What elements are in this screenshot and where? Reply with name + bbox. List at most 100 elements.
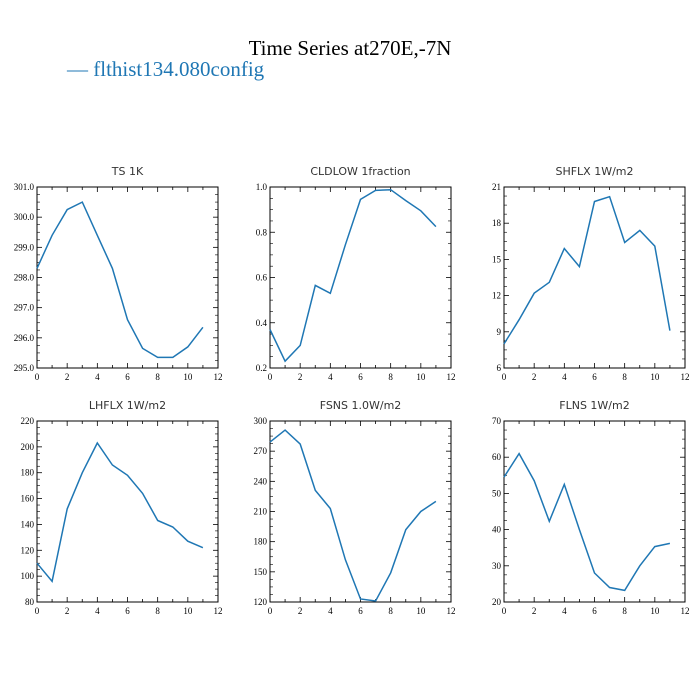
series-line xyxy=(503,452,671,592)
x-tick-label: 4 xyxy=(328,372,333,382)
y-tick-label: 300 xyxy=(254,416,268,426)
panel-title: CLDLOW 1fraction xyxy=(310,165,410,178)
x-tick-label: 12 xyxy=(447,372,456,382)
panel-cldlow: CLDLOW 1fraction 0 2 4 6 8 10 12 0.2 0.4 0.6 0.8 1.0 xyxy=(256,165,456,382)
y-tick-label: 301.0 xyxy=(14,182,35,192)
y-tick-label: 240 xyxy=(254,476,268,486)
x-tick-label: 0 xyxy=(268,606,273,616)
y-tick-label: 220 xyxy=(21,416,35,426)
y-tick-label: 298.0 xyxy=(14,273,35,283)
panel-lhflx: LHFLX 1W/m2 0 2 4 6 8 10 12 80 100 120 140 160 180 200… xyxy=(21,399,223,616)
panel-flns: FLNS 1W/m2 0 2 4 6 8 10 12 20 30 40 50 60 70 xyxy=(492,399,690,616)
x-tick-label: 10 xyxy=(416,372,426,382)
panel-title: TS 1K xyxy=(111,165,144,178)
series-line xyxy=(36,201,204,359)
y-tick-label: 60 xyxy=(492,452,502,462)
x-tick-label: 8 xyxy=(155,372,160,382)
plot-frame xyxy=(503,186,686,369)
panel-title: FSNS 1.0W/m2 xyxy=(320,399,402,412)
x-tick-label: 12 xyxy=(681,372,690,382)
y-tick-label: 295.0 xyxy=(14,363,35,373)
y-tick-label: 210 xyxy=(254,507,268,517)
y-tick-label: 80 xyxy=(25,597,35,607)
y-tick-label: 200 xyxy=(21,442,35,452)
x-tick-label: 6 xyxy=(358,606,363,616)
x-tick-label: 0 xyxy=(502,372,507,382)
x-tick-label: 6 xyxy=(592,606,597,616)
y-tick-label: 140 xyxy=(21,519,35,529)
panel-shflx: SHFLX 1W/m2 0 2 4 6 8 10 12 6 9 12 15 18 21 xyxy=(492,165,690,382)
x-tick-label: 10 xyxy=(183,372,193,382)
legend-entry: — flthist134.080config xyxy=(67,57,265,81)
panel-title: SHFLX 1W/m2 xyxy=(555,165,633,178)
x-tick-label: 12 xyxy=(681,606,690,616)
x-tick-label: 6 xyxy=(358,372,363,382)
figure-title: Time Series at270E,-7N xyxy=(248,36,452,60)
x-tick-label: 2 xyxy=(298,372,303,382)
panel-fsns: FSNS 1.0W/m2 0 2 4 6 8 10 12 120 150 180 210 240 270 3… xyxy=(254,399,456,616)
y-tick-label: 180 xyxy=(21,468,35,478)
x-tick-label: 8 xyxy=(388,606,393,616)
y-tick-label: 15 xyxy=(492,254,502,264)
x-tick-label: 10 xyxy=(183,606,193,616)
x-tick-label: 4 xyxy=(562,606,567,616)
y-tick-label: 1.0 xyxy=(256,182,268,192)
y-tick-label: 180 xyxy=(254,537,268,547)
y-tick-label: 300.0 xyxy=(14,212,35,222)
x-tick-label: 0 xyxy=(35,606,40,616)
x-tick-label: 0 xyxy=(35,372,40,382)
plot-frame xyxy=(36,420,219,603)
x-tick-label: 2 xyxy=(65,372,70,382)
x-tick-label: 0 xyxy=(268,372,273,382)
series-line xyxy=(269,188,437,363)
x-tick-label: 12 xyxy=(214,606,223,616)
x-tick-label: 6 xyxy=(592,372,597,382)
series-line xyxy=(269,429,437,602)
y-tick-label: 100 xyxy=(21,571,35,581)
y-tick-label: 0.4 xyxy=(256,318,268,328)
series-line xyxy=(503,195,671,345)
y-tick-label: 0.8 xyxy=(256,227,268,237)
y-tick-label: 160 xyxy=(21,494,35,504)
x-tick-label: 12 xyxy=(447,606,456,616)
x-tick-label: 0 xyxy=(502,606,507,616)
y-tick-label: 0.6 xyxy=(256,273,268,283)
panel-title: LHFLX 1W/m2 xyxy=(89,399,166,412)
panel-title: FLNS 1W/m2 xyxy=(559,399,629,412)
y-tick-label: 299.0 xyxy=(14,242,35,252)
y-tick-label: 70 xyxy=(492,416,502,426)
x-tick-label: 10 xyxy=(650,372,660,382)
y-tick-label: 21 xyxy=(492,182,501,192)
x-tick-label: 4 xyxy=(95,606,100,616)
y-tick-label: 6 xyxy=(497,363,502,373)
y-tick-label: 50 xyxy=(492,488,502,498)
y-tick-label: 120 xyxy=(21,545,35,555)
series-line xyxy=(36,441,204,583)
x-tick-label: 10 xyxy=(650,606,660,616)
x-tick-label: 6 xyxy=(125,606,130,616)
y-tick-label: 12 xyxy=(492,291,501,301)
x-tick-label: 2 xyxy=(532,606,537,616)
y-tick-label: 30 xyxy=(492,561,502,571)
plot-frame xyxy=(269,420,452,603)
y-tick-label: 20 xyxy=(492,597,502,607)
y-tick-label: 40 xyxy=(492,525,502,535)
x-tick-label: 4 xyxy=(328,606,333,616)
plot-frame xyxy=(503,420,686,603)
y-tick-label: 120 xyxy=(254,597,268,607)
y-tick-label: 297.0 xyxy=(14,303,35,313)
x-tick-label: 12 xyxy=(214,372,223,382)
x-tick-label: 2 xyxy=(65,606,70,616)
y-tick-label: 150 xyxy=(254,567,268,577)
y-tick-label: 9 xyxy=(497,327,502,337)
x-tick-label: 4 xyxy=(562,372,567,382)
panel-ts: TS 1K 0 2 4 6 8 10 12 295.0 296.0 297.0 298.0 299.0 3… xyxy=(14,165,223,382)
x-tick-label: 2 xyxy=(298,606,303,616)
x-tick-label: 6 xyxy=(125,372,130,382)
x-tick-label: 2 xyxy=(532,372,537,382)
x-tick-label: 8 xyxy=(622,606,627,616)
y-tick-label: 18 xyxy=(492,218,502,228)
x-tick-label: 8 xyxy=(155,606,160,616)
x-tick-label: 4 xyxy=(95,372,100,382)
